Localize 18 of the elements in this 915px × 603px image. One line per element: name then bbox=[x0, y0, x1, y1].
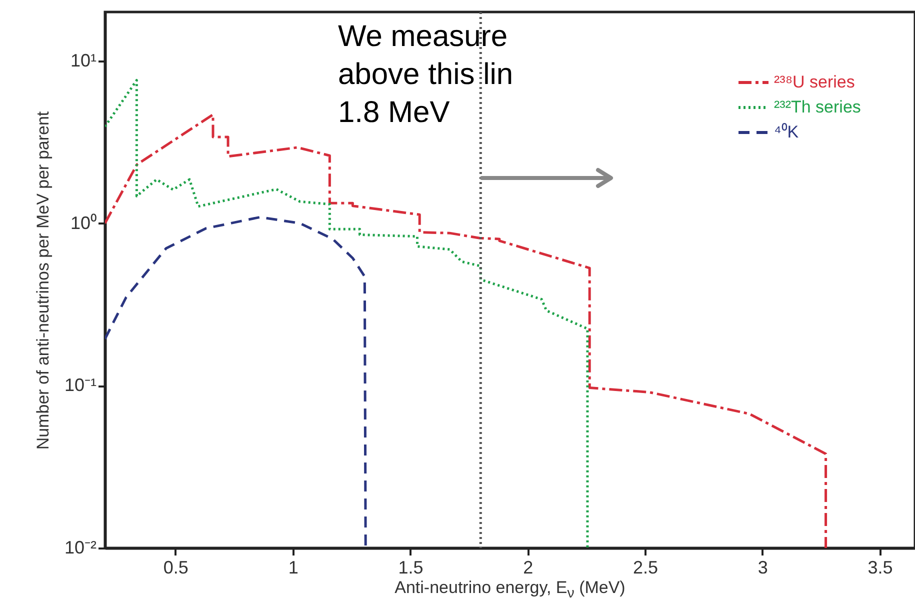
x-axis-title: Anti-neutrino energy, E$_{ν}$ (MeV) bbox=[394, 578, 626, 602]
x-tick-label: 2.5 bbox=[632, 558, 658, 578]
legend-label: ²³²Th series bbox=[774, 98, 861, 116]
x-tick-label: 1.5 bbox=[398, 558, 424, 578]
x-tick-label: 2 bbox=[523, 558, 534, 578]
y-axis-title: Number of anti-neutrinos per MeV per parent bbox=[33, 111, 52, 450]
y-tick-label: 10⁰ bbox=[70, 212, 96, 233]
x-tick-label: 0.5 bbox=[163, 558, 188, 578]
x-tick-label: 3 bbox=[758, 558, 768, 578]
y-tick-label: 10¹ bbox=[70, 50, 97, 70]
legend-label: ²³⁸U series bbox=[774, 72, 855, 92]
y-tick-label: 10⁻² bbox=[64, 538, 97, 558]
x-tick-label: 3.5 bbox=[868, 558, 893, 578]
line-series bbox=[105, 216, 367, 548]
y-tick-label: 10⁻¹ bbox=[64, 375, 97, 396]
annotation: We measure above this lin 1.8 MeV bbox=[338, 20, 514, 129]
x-tick-label: 1 bbox=[288, 558, 298, 578]
legend-label: ⁴⁰K bbox=[774, 122, 800, 142]
